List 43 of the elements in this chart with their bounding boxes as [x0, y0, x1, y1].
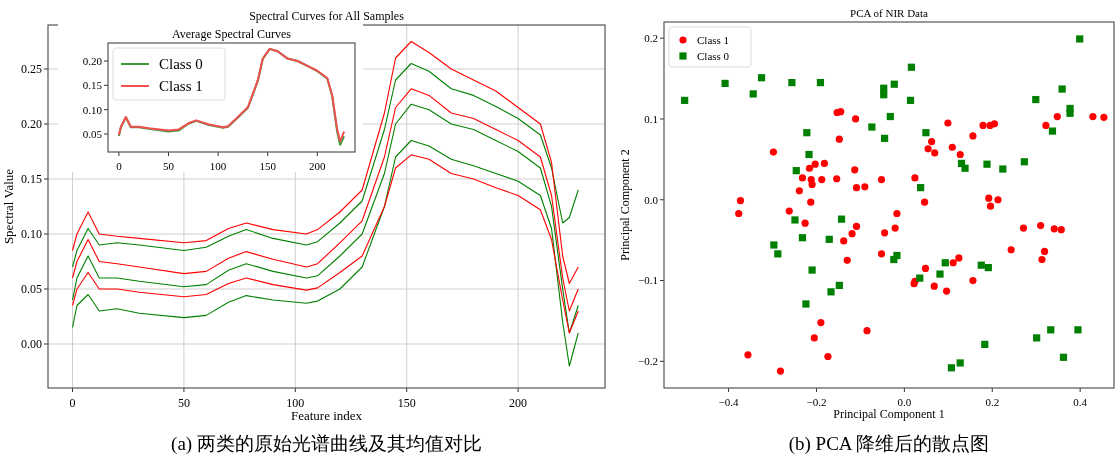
y-tick-label: 0.05	[82, 127, 103, 140]
y-tick-label: −0.2	[638, 355, 658, 368]
x-tick-label: −0.2	[806, 396, 827, 408]
y-tick-label: 0.20	[21, 117, 42, 132]
x-tick-label: 50	[177, 396, 190, 410]
y-tick-label: 0.0	[644, 193, 659, 206]
x-tick-label: −0.4	[718, 396, 740, 408]
y-tick-label: 0.00	[21, 337, 42, 352]
legend-label: Class 0	[697, 50, 730, 62]
x-tick-label: 0.4	[1073, 396, 1088, 408]
x-tick-label: 0	[69, 396, 76, 410]
y-tick-label: 0.15	[82, 79, 103, 92]
x-tick-label: 0.0	[897, 396, 912, 408]
chart-title: Average Spectral Curves	[171, 27, 292, 41]
x-axis-title: Feature index	[290, 408, 363, 423]
y-tick-label: 0.2	[644, 32, 658, 45]
x-tick-label: 0	[116, 160, 123, 172]
legend-label: Class 1	[697, 34, 730, 46]
y-tick-label: 0.15	[21, 172, 42, 187]
x-tick-label: 200	[309, 160, 327, 172]
y-tick-label: 0.05	[21, 282, 42, 297]
x-tick-label: 150	[259, 160, 277, 172]
text: (a) 两类的原始光谱曲线及其均值对比	[171, 433, 482, 455]
y-tick-label: −0.1	[638, 274, 658, 287]
y-axis-title: Principal Component 2	[618, 149, 632, 261]
x-tick-label: 200	[509, 396, 528, 410]
y-tick-label: 0.1	[644, 112, 658, 125]
legend-label: Class 0	[159, 56, 203, 72]
y-axis-title: Spectral Value	[1, 168, 16, 245]
x-axis-title: Principal Component 1	[833, 407, 945, 421]
x-tick-label: 50	[163, 160, 175, 172]
chart-title: Spectral Curves for All Samples	[249, 9, 405, 23]
y-tick-label: 0.10	[82, 103, 103, 116]
chart-title: PCA of NIR Data	[850, 7, 929, 19]
legend-label: Class 1	[159, 78, 203, 94]
x-tick-label: 100	[209, 160, 227, 172]
y-tick-label: 0.25	[21, 62, 42, 77]
text: (b) PCA 降维后的散点图	[788, 433, 990, 455]
x-tick-label: 150	[397, 396, 416, 410]
x-tick-label: 0.2	[985, 396, 1000, 408]
y-tick-label: 0.20	[82, 54, 103, 67]
y-tick-label: 0.10	[21, 227, 42, 242]
x-tick-label: 100	[286, 396, 305, 410]
